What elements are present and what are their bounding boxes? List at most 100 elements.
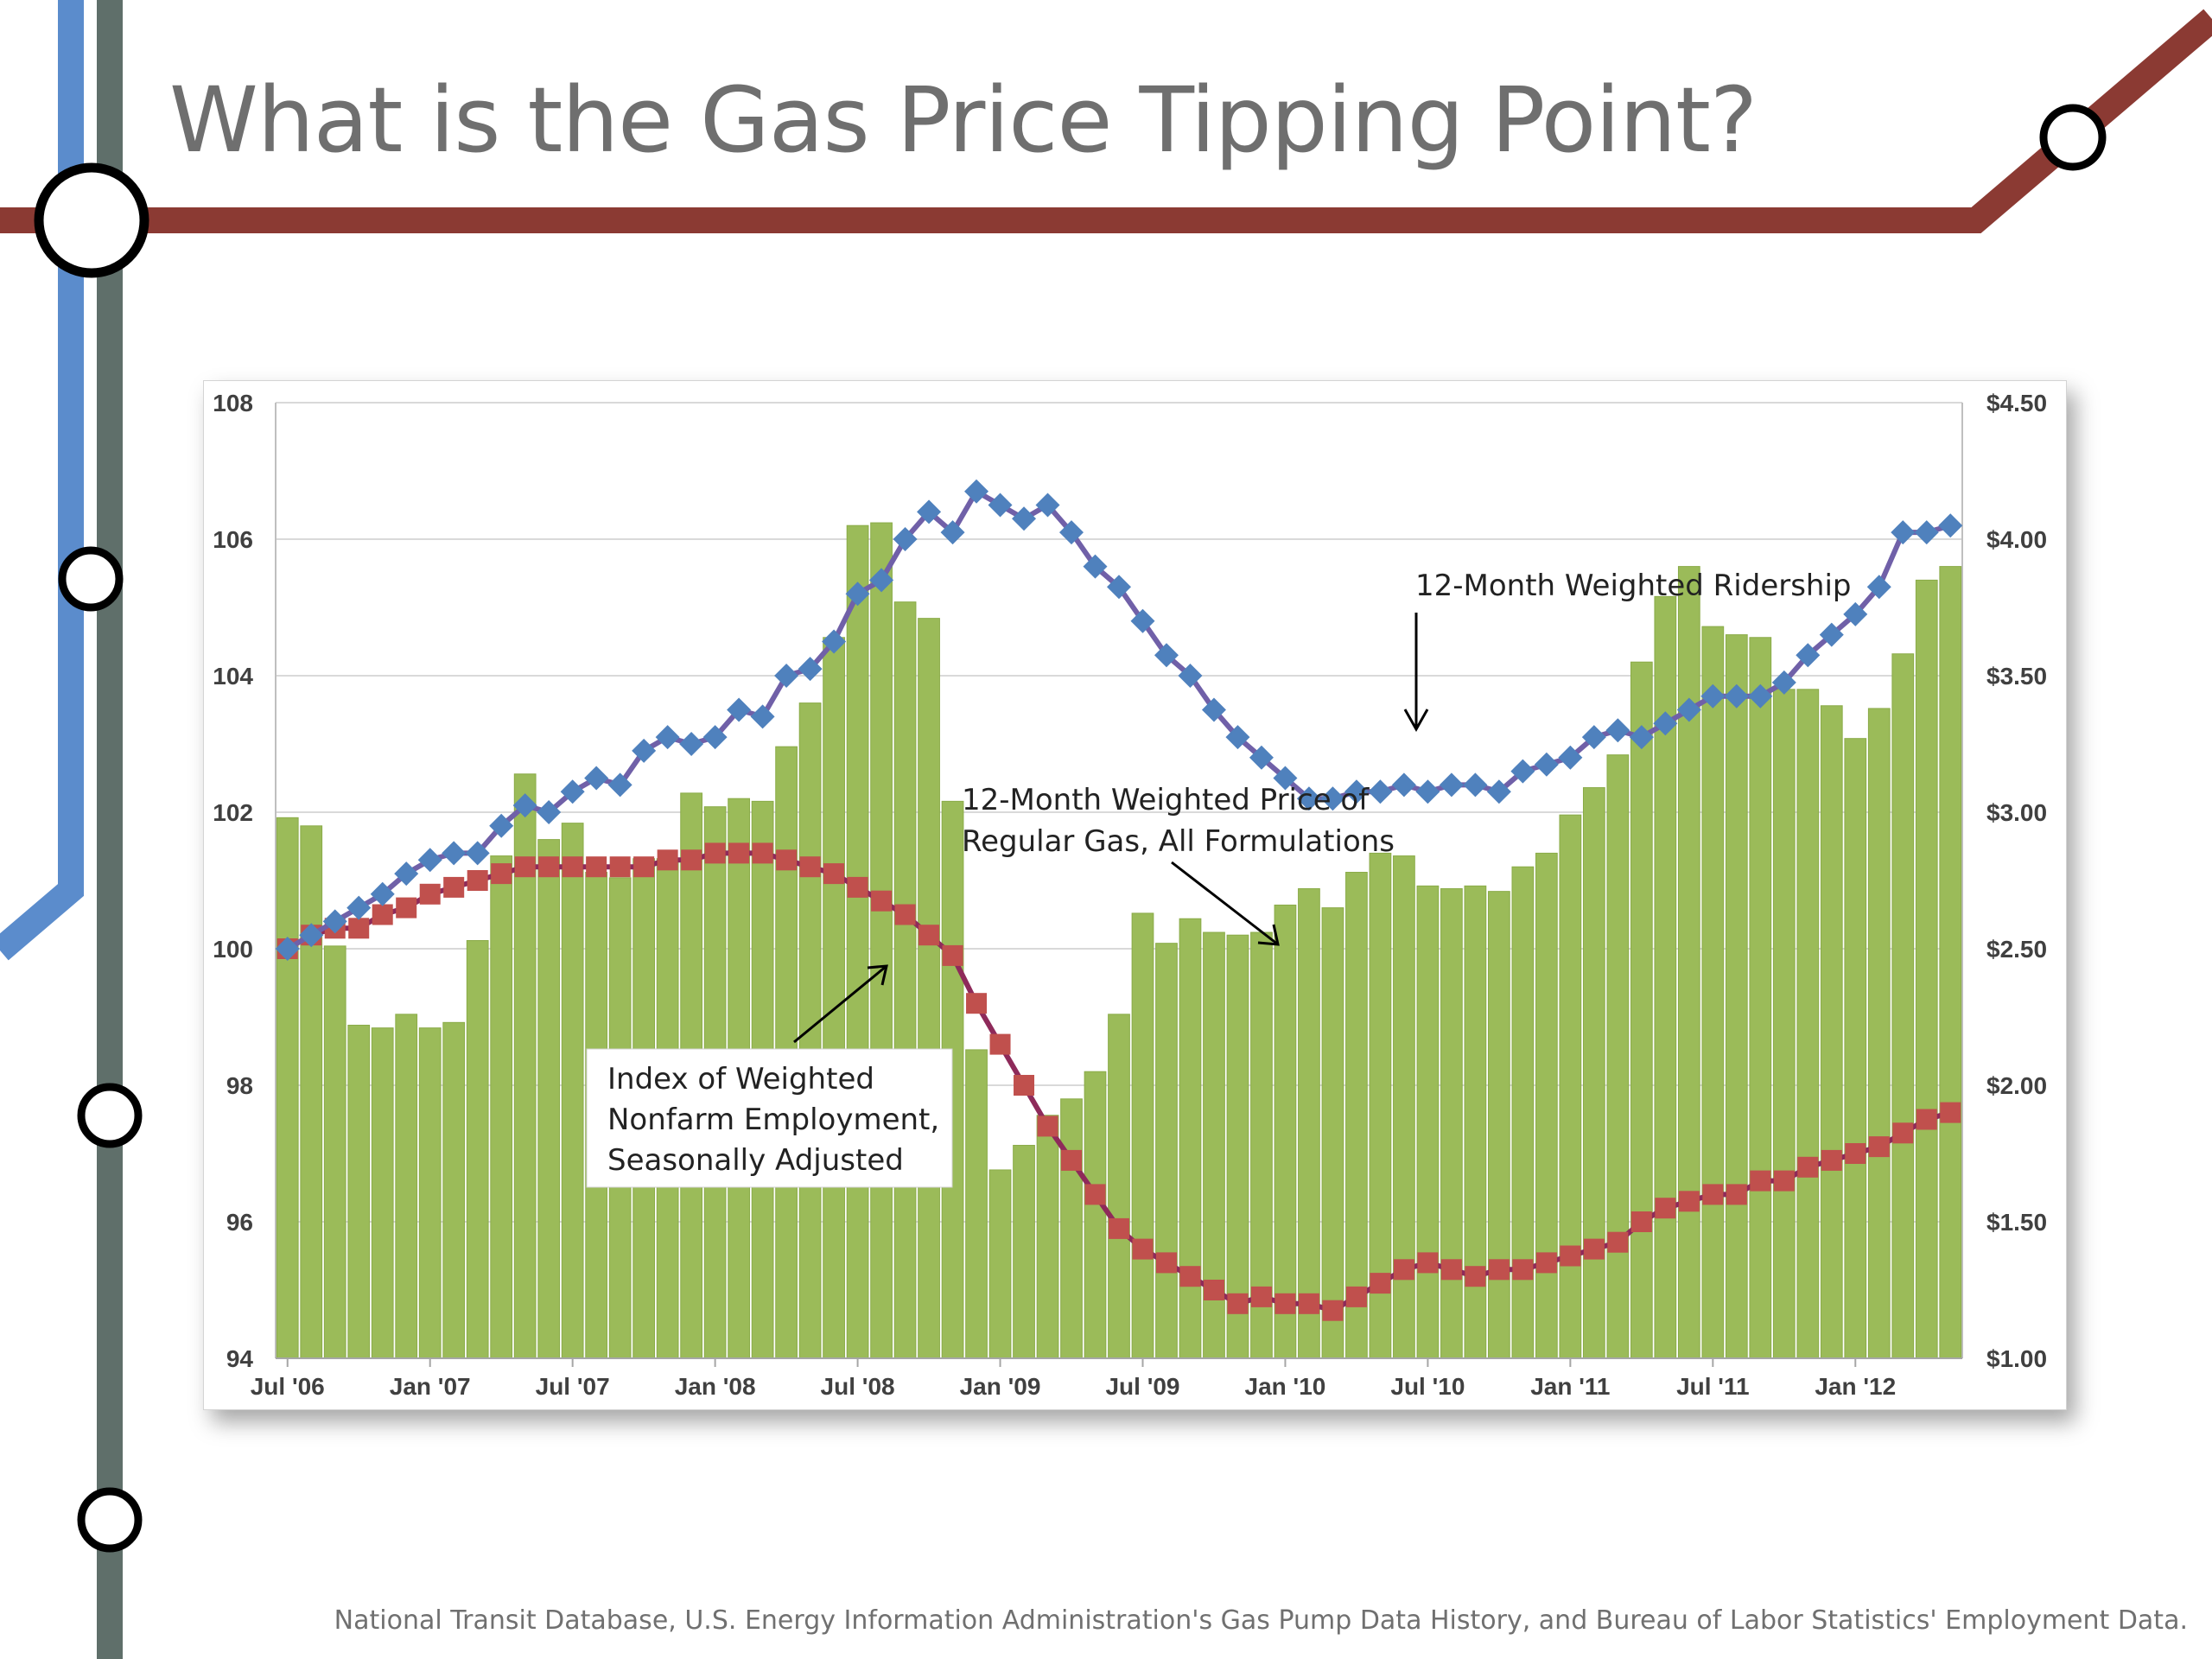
metro-line-stop-icon	[58, 546, 124, 612]
employment-annotation-arrowhead	[867, 964, 888, 986]
employment-point	[609, 856, 631, 878]
ridership-point	[1178, 664, 1203, 688]
ridership-point	[1486, 779, 1511, 804]
employment-point	[1322, 1300, 1344, 1321]
gas-price-bar	[1179, 918, 1202, 1359]
ridership-point	[1581, 725, 1606, 750]
employment-point	[1488, 1259, 1510, 1281]
gas-price-bar	[1535, 852, 1558, 1359]
employment-point	[1821, 1149, 1842, 1171]
y-axis-tick-label: 94	[226, 1345, 254, 1372]
gas-price-bar	[1939, 566, 1962, 1359]
y2-axis-tick-label: $4.50	[1986, 390, 2047, 416]
gas-price-bar	[1036, 1115, 1059, 1359]
employment-annotation-line: Nonfarm Employment,	[607, 1103, 939, 1137]
gas-price-bar	[988, 1169, 1012, 1359]
gas-price-bar	[1725, 634, 1748, 1359]
employment-point	[633, 856, 655, 878]
y2-axis-tick-label: $3.50	[1986, 663, 2047, 690]
ridership-point	[1796, 643, 1821, 668]
employment-point	[1227, 1293, 1249, 1314]
ridership-point	[774, 664, 799, 688]
employment-point	[681, 849, 702, 871]
employment-point	[419, 883, 441, 905]
ridership-point	[940, 520, 965, 545]
employment-point	[989, 1033, 1011, 1055]
ridership-point	[822, 629, 847, 654]
y2-axis-tick-label: $4.00	[1986, 526, 2047, 553]
ridership-point	[1866, 575, 1891, 600]
employment-point	[372, 904, 393, 925]
y2-axis-tick-label: $1.00	[1986, 1345, 2047, 1372]
ridership-point	[917, 499, 942, 524]
ridership-point	[845, 582, 870, 607]
employment-point	[1607, 1231, 1629, 1253]
metro-line-stop-icon	[77, 1487, 143, 1553]
ridership-point	[1748, 683, 1773, 709]
employment-point	[918, 925, 940, 946]
employment-point	[1726, 1184, 1747, 1205]
employment-point	[1512, 1259, 1534, 1281]
ridership-point	[1676, 697, 1701, 722]
ridership-point	[750, 704, 775, 729]
ridership-point	[1558, 745, 1583, 770]
ridership-point	[1035, 493, 1060, 518]
gas-price-bar	[418, 1027, 442, 1359]
ridership-point	[1819, 622, 1844, 647]
gas-price-annotation-line: 12-Month Weighted Price of	[962, 783, 1370, 817]
x-axis-tick-label: Jul '07	[536, 1373, 610, 1400]
ridership-point	[299, 923, 324, 948]
ridership-point	[964, 479, 989, 504]
ridership-point	[1653, 711, 1678, 736]
metro-red-line	[0, 9, 2212, 233]
ridership-point	[1439, 772, 1464, 798]
gas-price-bar	[561, 823, 584, 1359]
ridership-point	[679, 732, 704, 756]
employment-point	[1203, 1280, 1224, 1300]
x-axis-tick-label: Jan '12	[1815, 1373, 1896, 1400]
x-axis-tick-label: Jul '06	[251, 1373, 325, 1400]
gas-price-bar	[918, 618, 940, 1359]
ridership-point	[537, 800, 562, 824]
metro-line-stop-icon	[34, 162, 149, 278]
gas-price-bar	[323, 945, 346, 1359]
employment-point	[1630, 1211, 1652, 1232]
gas-price-bar	[1654, 595, 1677, 1359]
employment-point	[1061, 1149, 1083, 1171]
ridership-point	[1415, 779, 1440, 804]
employment-point	[514, 856, 536, 878]
employment-point	[562, 856, 583, 878]
gas-price-bar	[395, 1014, 418, 1359]
employment-point	[871, 890, 893, 912]
x-axis-tick-label: Jul '11	[1676, 1373, 1750, 1400]
employment-point	[776, 849, 798, 871]
gas-price-bar	[1582, 787, 1605, 1359]
employment-point	[1940, 1102, 1961, 1123]
gas-price-bar	[1772, 689, 1796, 1359]
gas-price-bar	[1677, 566, 1700, 1359]
employment-point	[1440, 1259, 1462, 1281]
ridership-point	[1914, 520, 1939, 545]
y-axis-tick-label: 106	[213, 526, 253, 553]
employment-point	[1916, 1109, 1937, 1130]
ridership-point	[893, 527, 918, 551]
employment-point	[1298, 1293, 1319, 1314]
employment-point	[823, 863, 845, 885]
gas-price-bar	[1559, 814, 1582, 1359]
ridership-point	[655, 725, 680, 750]
ridership-point	[727, 697, 752, 722]
x-axis-tick-label: Jul '10	[1390, 1373, 1465, 1400]
employment-point	[1845, 1143, 1866, 1164]
gas-price-annotation-line: Regular Gas, All Formulations	[962, 824, 1395, 859]
metro-line-stop-icon	[77, 1083, 143, 1148]
employment-point	[942, 944, 963, 966]
employment-point	[348, 918, 370, 939]
ridership-point	[346, 895, 372, 920]
gas-price-bar	[1511, 866, 1535, 1359]
gas-price-bar	[1131, 912, 1154, 1359]
employment-point	[1274, 1293, 1296, 1314]
gas-price-bar	[1440, 887, 1463, 1359]
employment-point	[1014, 1075, 1035, 1096]
employment-point	[1417, 1252, 1439, 1274]
ridership-point	[465, 841, 490, 866]
